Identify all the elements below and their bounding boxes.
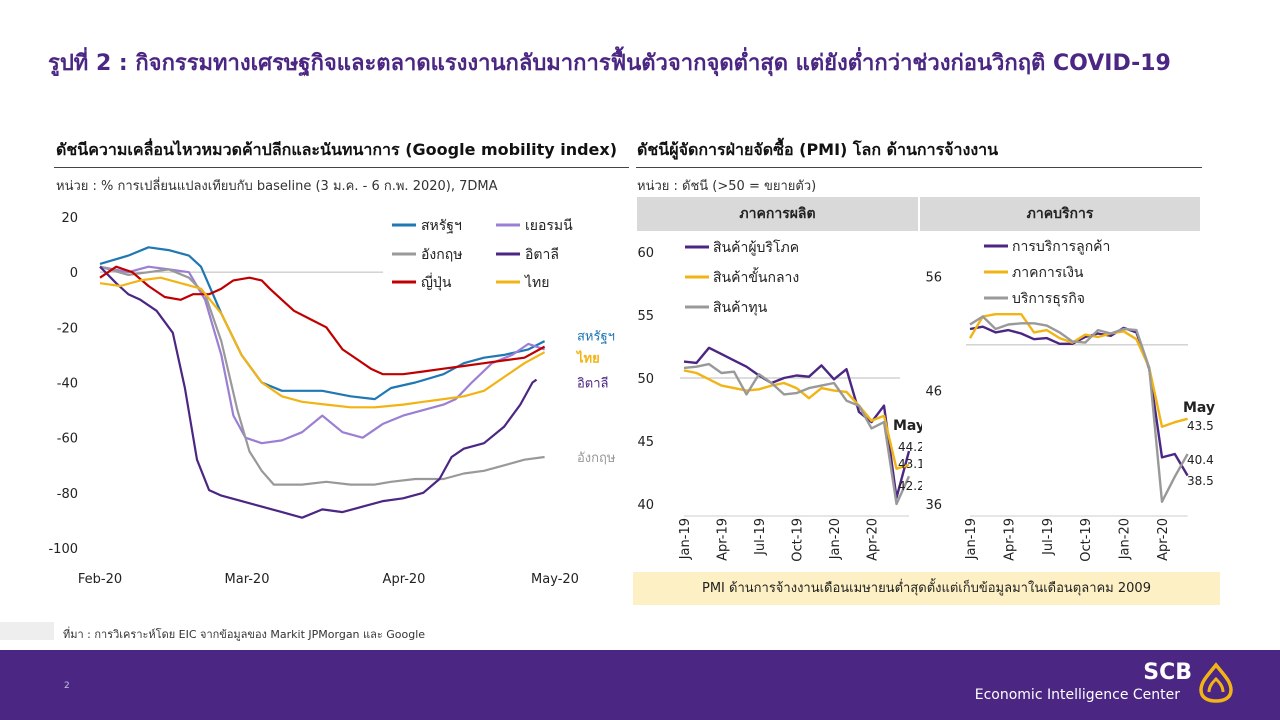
pmi-services-chart: 56 46 36 Jan-19 Apr-19 Jul-19 Oct-19 Jan-20 Apr-… [925, 239, 1215, 562]
end-value-label: 43.5 [1187, 419, 1214, 433]
footer-bar [0, 650, 1280, 720]
x-tick-label: Feb-20 [78, 572, 122, 587]
y-tick-label: -20 [57, 321, 78, 336]
line-series-3 [99, 265, 538, 519]
end-label: อิตาลี [577, 376, 609, 392]
line-series-4 [99, 265, 546, 376]
right-panel-title: ดัชนีผู้จัดการฝ่ายจัดซื้อ (PMI) โลก ด้าน… [637, 140, 999, 159]
y-tick-label: -80 [57, 487, 78, 502]
pmi-note: PMI ด้านการจ้างงานเดือนเมษายนต่ำสุดตั้งแ… [633, 572, 1220, 605]
x-tick-label: May-20 [531, 572, 579, 587]
x-tick-label: Jan-19 [678, 518, 693, 560]
figure-title: รูปที่ 2 : กิจกรรมทางเศรษฐกิจและตลาดแรงง… [48, 51, 1171, 76]
y-tick-label: 40 [637, 498, 654, 513]
y-tick-label: 55 [637, 309, 654, 324]
line-series-0 [683, 346, 911, 499]
end-value-label: 42.2 [898, 479, 922, 493]
end-label: ไทย [575, 350, 600, 367]
y-tick-label: 45 [637, 435, 654, 450]
y-tick-label: -60 [57, 432, 78, 447]
legend-label: ภาคการเงิน [1012, 265, 1084, 281]
end-value-label: 43.1 [898, 457, 922, 471]
legend-label: การบริการลูกค้า [1012, 239, 1110, 255]
legend-label: สหรัฐฯ [421, 218, 462, 234]
x-tick-label: Jan-19 [964, 518, 979, 560]
x-tick-label: Jul-19 [1041, 518, 1056, 556]
may-label: May [893, 418, 922, 434]
source-text: ที่มา : การวิเคราะห์โดย EIC จากข้อมูลของ… [63, 628, 426, 641]
end-value-label: 38.5 [1187, 474, 1214, 488]
x-tick-label: Apr-19 [716, 518, 731, 561]
y-tick-label: 20 [61, 211, 78, 226]
legend-label: เยอรมนี [525, 218, 573, 234]
y-tick-label: -100 [48, 542, 78, 557]
brand-subtitle: Economic Intelligence Center [974, 687, 1180, 703]
y-tick-label: 46 [925, 384, 942, 399]
right-title-rule [636, 167, 1202, 168]
legend-label: ไทย [524, 274, 549, 291]
may-label: May [1183, 400, 1215, 416]
y-tick-label: 0 [70, 266, 78, 281]
y-tick-label: 36 [925, 498, 942, 513]
left-panel-title: ดัชนีความเคลื่อนไหวหมวดค้าปลีกและนันทนาก… [56, 140, 618, 159]
legend-label: สินค้าขั้นกลาง [713, 267, 799, 286]
legend-label: อังกฤษ [421, 247, 462, 263]
line-series-1 [683, 369, 910, 470]
x-tick-label: Apr-19 [1002, 518, 1017, 561]
line-series-1 [99, 265, 545, 445]
line-series-5 [99, 276, 546, 409]
pmi-manufacturing-chart: 60 55 50 45 40 Jan-19 Apr-19 Jul-19 Oct-19 Jan-20… [637, 239, 922, 562]
end-value-label: 44.2 [898, 440, 922, 454]
right-unit-label: หน่วย : ดัชนี (>50 = ขยายตัว) [637, 179, 817, 194]
y-tick-label: -40 [57, 377, 78, 392]
x-tick-label: Oct-19 [791, 518, 806, 562]
x-tick-label: Apr-20 [866, 518, 881, 561]
manufacturing-header: ภาคการผลิต [637, 197, 918, 231]
x-tick-label: Apr-20 [383, 572, 426, 587]
line-series-0 [99, 246, 546, 401]
legend-label: อิตาลี [525, 247, 559, 263]
brand-name: SCB [1143, 660, 1192, 685]
page-number: 2 [64, 681, 70, 691]
scb-logo-icon [1199, 662, 1233, 703]
line-series-2 [99, 265, 545, 486]
services-header: ภาคบริการ [920, 197, 1200, 231]
end-label: สหรัฐฯ [577, 330, 615, 345]
x-tick-label: Mar-20 [225, 572, 270, 587]
line-series-0 [969, 325, 1189, 477]
line-series-2 [683, 362, 911, 506]
y-tick-label: 60 [637, 246, 654, 261]
left-unit-label: หน่วย : % การเปลี่ยนแปลงเทียบกับ baselin… [56, 179, 498, 194]
line-series-2 [969, 315, 1189, 503]
legend-label: ญี่ปุ่น [421, 273, 452, 291]
x-tick-label: Jul-19 [753, 518, 768, 556]
legend-label: สินค้าทุน [713, 300, 768, 316]
x-tick-label: Jan-20 [1118, 518, 1133, 560]
legend-label: บริการธุรกิจ [1012, 291, 1085, 307]
y-tick-label: 50 [637, 372, 654, 387]
x-tick-label: Apr-20 [1156, 518, 1171, 561]
end-value-label: 40.4 [1187, 453, 1214, 467]
legend-label: สินค้าผู้บริโภค [713, 239, 799, 256]
x-tick-label: Jan-20 [828, 518, 843, 560]
source-marker [0, 622, 54, 640]
end-label: อังกฤษ [577, 451, 616, 466]
y-tick-label: 56 [925, 271, 942, 286]
left-title-rule [54, 167, 629, 168]
x-tick-label: Oct-19 [1079, 518, 1094, 562]
